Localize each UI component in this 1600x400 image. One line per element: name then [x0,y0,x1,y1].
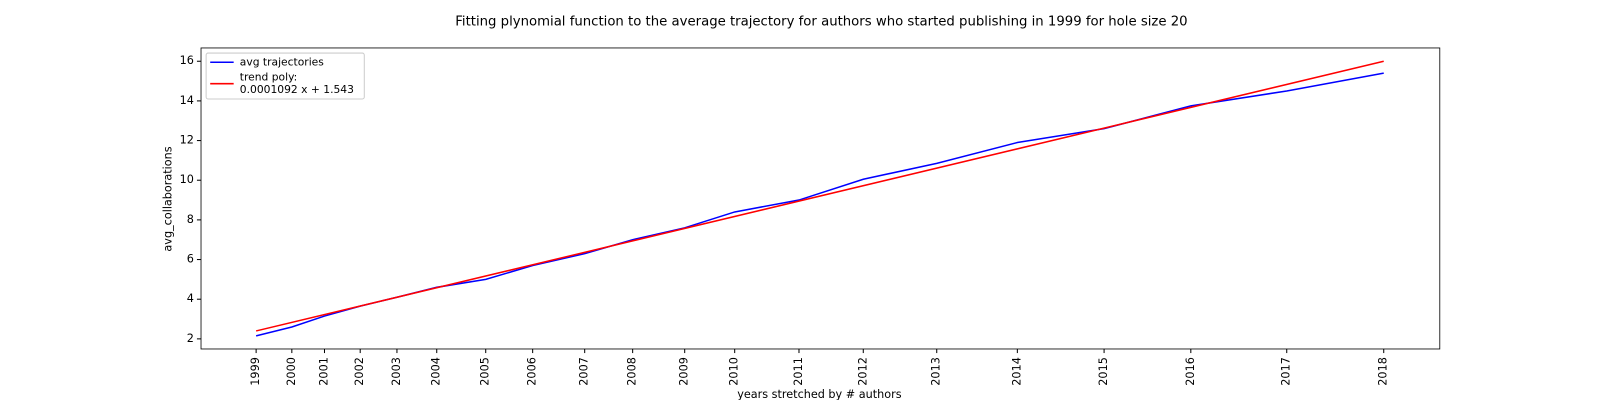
x-tick-label: 2014 [1010,357,1023,386]
y-tick-label: 16 [180,54,194,67]
x-tick-label: 2016 [1184,357,1197,386]
chart-title: Fitting plynomial function to the averag… [455,14,1187,29]
legend-entry: avg trajectories [239,56,324,69]
y-tick-label: 8 [187,213,194,226]
x-tick-label: 2002 [353,357,366,386]
y-tick-label: 10 [180,173,194,186]
x-tick-label: 2010 [728,357,741,386]
legend-label: trend poly: 0.0001092 x + 1.543 [239,71,354,96]
x-tick-label: 2009 [678,357,691,386]
x-tick-label: 2001 [317,357,330,386]
x-tick-label: 2017 [1280,357,1293,386]
y-tick-label: 4 [187,292,194,305]
y-axis-label: avg_collaborations [161,146,174,251]
x-tick-label: 2007 [578,357,591,386]
x-tick-label: 2006 [526,357,539,386]
y-tick-label: 14 [180,94,194,107]
x-axis-label: years stretched by # authors [737,388,901,400]
legend-box [205,52,365,100]
x-tick-label: 2012 [856,357,869,386]
x-tick-label: 2003 [390,357,403,386]
x-tick-label: 2018 [1377,357,1390,386]
x-tick-label: 2004 [430,357,443,386]
legend-label: avg trajectories [239,56,324,69]
plot-frame [200,47,1441,350]
y-tick-label: 2 [187,332,194,345]
x-tick-label: 2000 [285,357,298,386]
y-tick-label: 12 [180,134,194,147]
x-tick-label: 2013 [930,357,943,386]
legend-entry: trend poly: 0.0001092 x + 1.543 [239,71,354,96]
y-tick-label: 6 [187,253,194,266]
x-tick-label: 2015 [1097,357,1110,386]
x-tick-label: 2008 [626,357,639,386]
x-tick-label: 2011 [792,357,805,386]
x-tick-label: 1999 [249,357,262,386]
x-tick-label: 2005 [479,357,492,386]
line-series [255,60,1384,332]
